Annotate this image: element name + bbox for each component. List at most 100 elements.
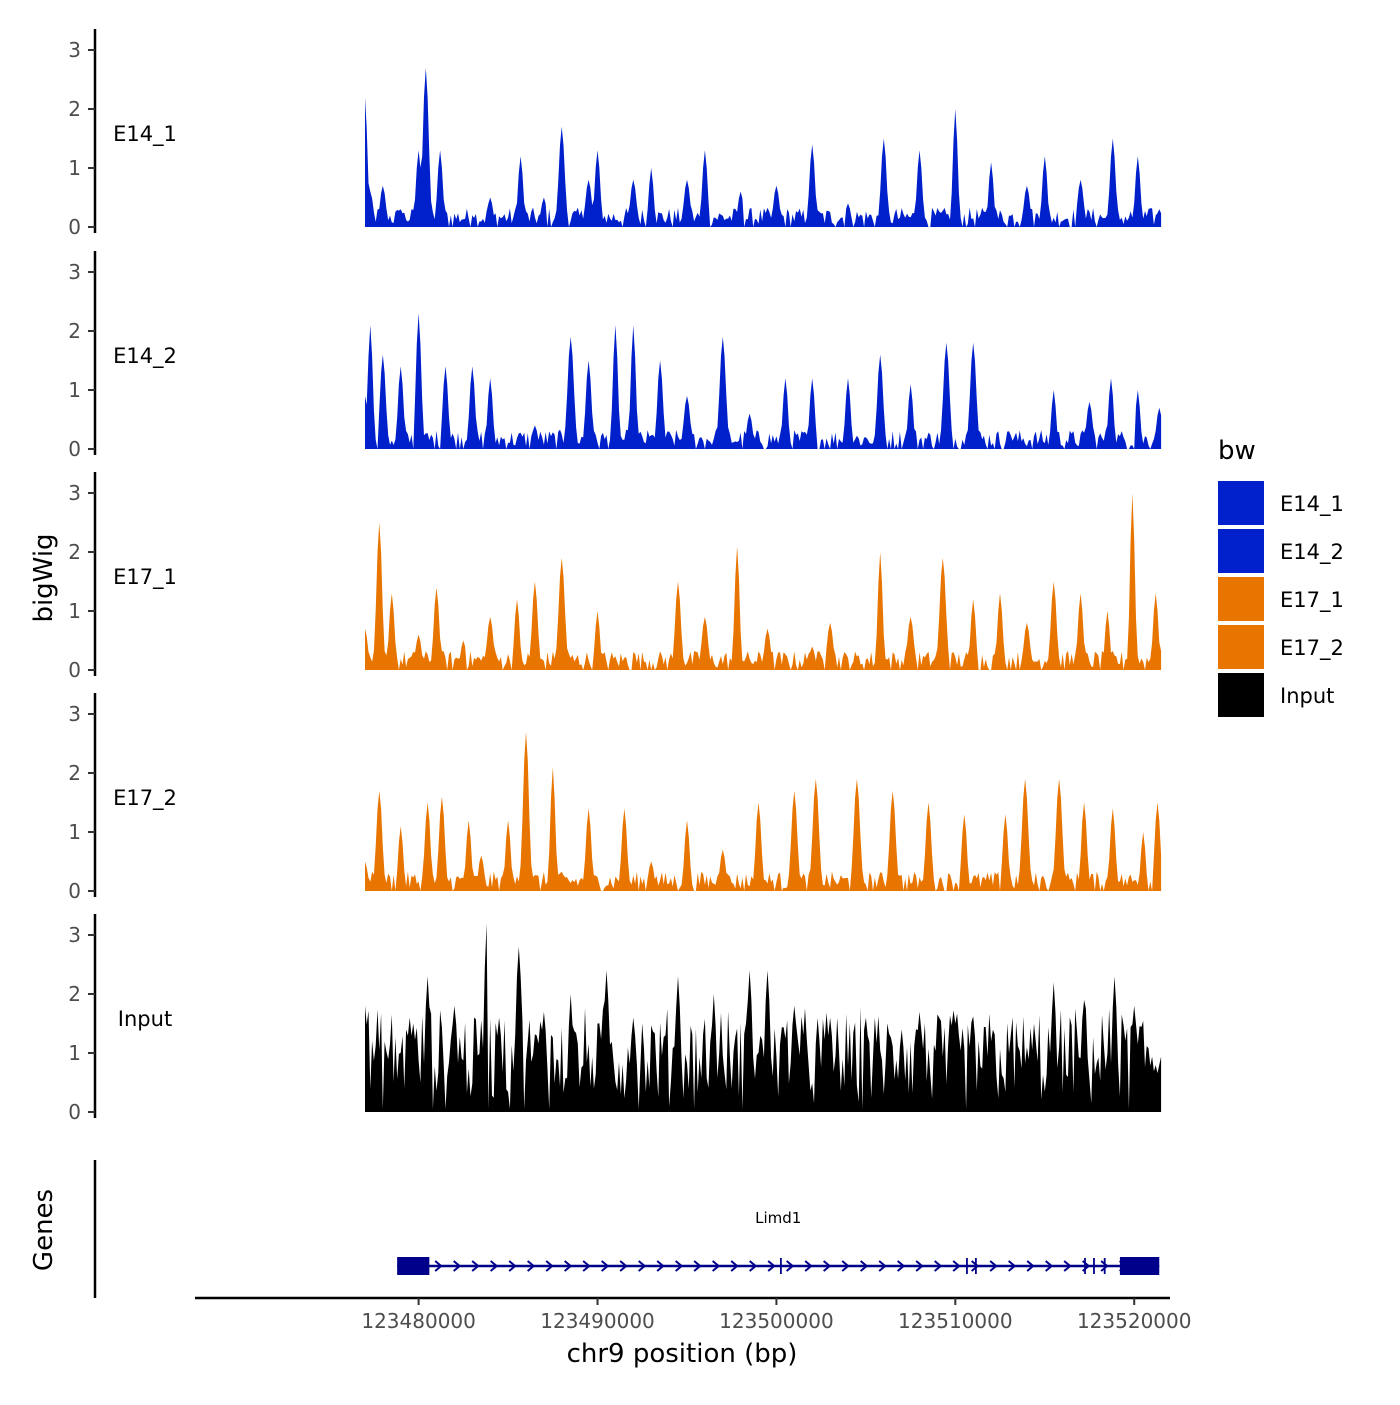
strand-arrow [453,1260,462,1272]
strand-arrow [878,1260,887,1272]
y-tick-label: 1 [68,156,81,180]
legend-label: E17_1 [1280,588,1344,613]
legend-swatch [1218,625,1264,669]
strand-arrow [490,1260,499,1272]
gene-panel-title: Genes [29,1189,59,1271]
legend-label: E17_2 [1280,636,1344,661]
strand-arrow [952,1260,961,1272]
legend-item-e14-1: E14_1 [1218,481,1344,525]
y-tick-label: 2 [68,540,81,564]
signal-area [365,67,1162,227]
signal-area [365,313,1162,449]
y-tick-label: 2 [68,97,81,121]
track-label: E17_2 [113,786,177,811]
strand-arrow [582,1260,591,1272]
x-tick-label: 123510000 [898,1309,1013,1333]
strand-arrow [860,1260,869,1272]
x-axis: chr9 position (bp) 123480000 123490000 123… [195,1296,1192,1369]
y-tick-label: 0 [68,879,81,903]
signal-area [365,731,1162,891]
strand-arrow [656,1260,665,1272]
strand-arrow [989,1260,998,1272]
strand-arrow [1100,1260,1109,1272]
strand-arrow [434,1260,443,1272]
y-tick-label: 3 [68,38,81,62]
gene-limd1: Limd1 [397,1209,1160,1275]
gene-exon [780,1258,782,1274]
strand-arrow [1008,1260,1017,1272]
strand-arrow [619,1260,628,1272]
y-tick-label: 1 [68,820,81,844]
legend-item-e14-2: E14_2 [1218,529,1344,573]
strand-arrow [638,1260,647,1272]
legend-label: E14_1 [1280,492,1344,517]
legend-swatch [1218,529,1264,573]
track-e17-2: 0 1 2 3 E17_2 [68,693,1162,903]
strand-arrow [786,1260,795,1272]
strand-arrow [545,1260,554,1272]
y-tick-label: 3 [68,923,81,947]
gene-exon [1103,1258,1106,1274]
strand-arrow [712,1260,721,1272]
track-input: 0 1 2 3 Input [68,914,1162,1124]
y-tick-label: 0 [68,1100,81,1124]
legend-item-e17-1: E17_1 [1218,577,1344,621]
track-label: Input [118,1007,172,1031]
tracks-layer: 0 1 2 3 E14_1 0 1 2 3 E14_2 0 1 2 3 E17_1 0 1 2 3 E17_2 0 1 2 3… [68,29,1162,1124]
legend-label: E14_2 [1280,540,1344,565]
track-e14-1: 0 1 2 3 E14_1 [68,29,1162,239]
y-tick-label: 3 [68,260,81,284]
y-tick-label: 3 [68,702,81,726]
legend: bw E14_1 E14_2 E17_1 E17_2 Input [1218,436,1344,717]
y-tick-label: 0 [68,437,81,461]
strand-arrow [767,1260,776,1272]
strand-arrow [823,1260,832,1272]
y-tick-label: 0 [68,658,81,682]
gene-exon [966,1258,968,1274]
y-tick-label: 1 [68,378,81,402]
signal-area [365,493,1162,670]
x-tick-label: 123490000 [540,1309,655,1333]
strand-arrow [915,1260,924,1272]
x-axis-title: chr9 position (bp) [567,1339,798,1369]
strand-arrow [841,1260,850,1272]
x-tick-label: 123500000 [719,1309,834,1333]
x-tick-label: 123520000 [1077,1309,1192,1333]
gene-exon [1119,1257,1160,1275]
legend-item-input: Input [1218,673,1334,717]
strand-arrow [564,1260,573,1272]
legend-label: Input [1280,684,1334,708]
legend-item-e17-2: E17_2 [1218,625,1344,669]
strand-arrow [1026,1260,1035,1272]
strand-arrow [675,1260,684,1272]
y-tick-label: 0 [68,215,81,239]
strand-arrow [749,1260,758,1272]
gene-label: Limd1 [755,1209,801,1227]
y-axis-title: bigWig [29,533,59,622]
legend-swatch [1218,673,1264,717]
strand-arrow [693,1260,702,1272]
strand-arrow [897,1260,906,1272]
strand-arrow [934,1260,943,1272]
strand-arrow [971,1260,980,1272]
track-e17-1: 0 1 2 3 E17_1 [68,472,1162,682]
y-tick-label: 2 [68,319,81,343]
legend-swatch [1218,481,1264,525]
strand-arrow [471,1260,480,1272]
y-tick-label: 1 [68,599,81,623]
track-e14-2: 0 1 2 3 E14_2 [68,251,1162,461]
strand-arrow [804,1260,813,1272]
strand-arrow [527,1260,536,1272]
track-label: E17_1 [113,565,177,590]
gene-exon [1084,1258,1086,1274]
strand-arrow [601,1260,610,1272]
legend-swatch [1218,577,1264,621]
legend-title: bw [1218,436,1256,466]
y-tick-label: 3 [68,481,81,505]
strand-arrow [508,1260,517,1272]
y-tick-label: 2 [68,982,81,1006]
track-label: E14_1 [113,122,177,147]
signal-area [365,923,1162,1112]
